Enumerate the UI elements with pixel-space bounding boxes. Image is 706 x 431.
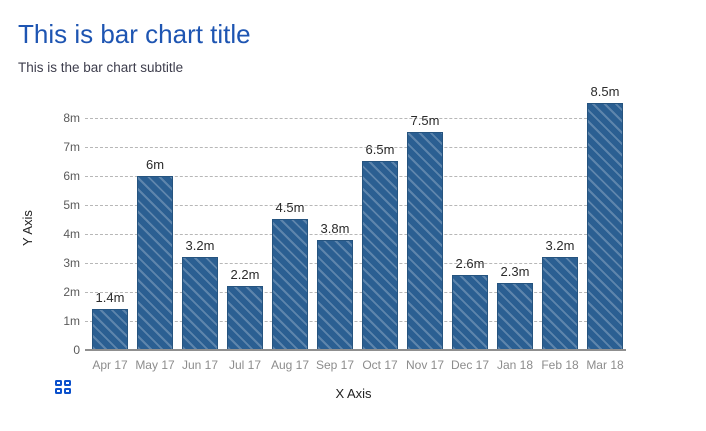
x-tick-label: Oct 17: [362, 358, 398, 372]
bar[interactable]: [92, 309, 128, 350]
bar[interactable]: [362, 161, 398, 350]
gridline: [85, 263, 622, 264]
x-tick-label: Sep 17: [315, 358, 355, 372]
gridline: [85, 234, 622, 235]
bar-value-label: 3.2m: [545, 238, 575, 253]
x-tick-label: Mar 18: [586, 358, 624, 372]
bar[interactable]: [182, 257, 218, 350]
x-axis-title: X Axis: [335, 386, 372, 401]
gridline: [85, 321, 622, 322]
bar[interactable]: [317, 240, 353, 350]
bar-value-label: 1.4m: [95, 290, 125, 305]
x-tick-label: Jan 18: [496, 358, 534, 372]
y-tick-label: 5m: [63, 198, 80, 212]
gridline: [85, 147, 622, 148]
bar-value-label: 2.3m: [500, 264, 530, 279]
chart-subtitle: This is the bar chart subtitle: [18, 60, 184, 75]
gridline: [85, 176, 622, 177]
y-tick-label: 2m: [63, 285, 80, 299]
grid-icon-square: [64, 380, 71, 386]
bar[interactable]: [587, 103, 623, 350]
bar[interactable]: [497, 283, 533, 350]
x-tick-label: Dec 17: [450, 358, 490, 372]
bar-value-label: 3.2m: [185, 238, 215, 253]
bar-value-label: 2.6m: [455, 256, 485, 271]
gridline: [85, 205, 622, 206]
grid-icon-square: [55, 388, 62, 394]
x-axis-line: [85, 349, 626, 351]
x-tick-label: May 17: [135, 358, 175, 372]
bar-value-label: 3.8m: [320, 221, 350, 236]
bar-value-label: 7.5m: [410, 113, 440, 128]
gridline: [85, 118, 622, 119]
x-tick-label: Aug 17: [270, 358, 310, 372]
x-tick-label: Jun 17: [181, 358, 219, 372]
bar-value-label: 4.5m: [275, 200, 305, 215]
bar[interactable]: [452, 275, 488, 350]
grid-icon-square: [55, 380, 62, 386]
bar-value-label: 2.2m: [230, 267, 260, 282]
grid-icon-square: [64, 388, 71, 394]
y-tick-label: 1m: [63, 314, 80, 328]
chart-title: This is bar chart title: [18, 19, 251, 49]
x-tick-label: Nov 17: [405, 358, 445, 372]
bar[interactable]: [137, 176, 173, 350]
y-tick-label: 3m: [63, 256, 80, 270]
y-tick-label: 4m: [63, 227, 80, 241]
bar-value-label: 6m: [145, 157, 165, 172]
x-tick-label: Feb 18: [541, 358, 579, 372]
bar-value-label: 8.5m: [590, 84, 620, 99]
x-tick-label: Jul 17: [228, 358, 262, 372]
y-tick-label: 8m: [63, 111, 80, 125]
y-tick-label: 6m: [63, 169, 80, 183]
grid-menu-icon[interactable]: [55, 380, 71, 394]
bar[interactable]: [407, 132, 443, 350]
y-tick-label: 7m: [63, 140, 80, 154]
bar[interactable]: [542, 257, 578, 350]
y-tick-label: 0: [73, 343, 80, 357]
x-tick-label: Apr 17: [92, 358, 128, 372]
gridline: [85, 292, 622, 293]
bar-value-label: 6.5m: [365, 142, 395, 157]
bar[interactable]: [272, 219, 308, 350]
bar[interactable]: [227, 286, 263, 350]
